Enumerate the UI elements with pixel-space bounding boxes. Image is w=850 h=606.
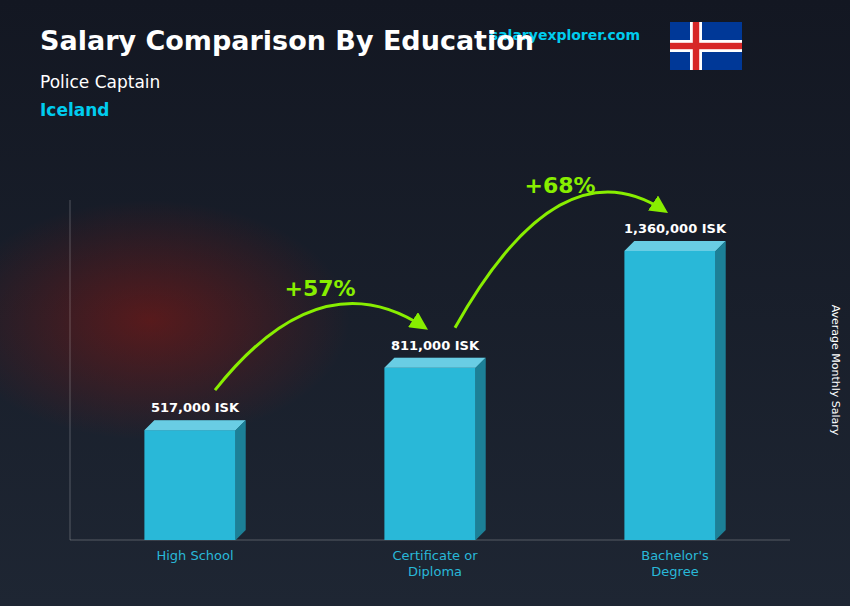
bar-side-shade (236, 420, 246, 540)
bar-side (236, 420, 246, 540)
bars (144, 241, 725, 540)
chart: 517,000 ISK 811,000 ISK 1,360,000 ISK High … (0, 0, 850, 606)
bar-top-shade (384, 358, 485, 368)
flag-cross (670, 40, 742, 52)
bar-top (144, 420, 245, 430)
subtitle: Police Captain (40, 72, 160, 92)
bar-side (716, 241, 726, 540)
change-label: +57% (284, 276, 355, 301)
category-label: Bachelor'sDegree (641, 548, 709, 579)
bar-top-shade (624, 241, 725, 251)
value-label: 517,000 ISK (151, 400, 240, 415)
value-label: 1,360,000 ISK (624, 221, 727, 236)
change-label: +68% (524, 173, 595, 198)
category-label: Certificate orDiploma (393, 548, 479, 579)
bar-side (476, 358, 486, 540)
flag-field (670, 22, 742, 70)
value-label: 811,000 ISK (391, 338, 480, 353)
flag-cross (670, 43, 742, 49)
category-label: High School (156, 548, 233, 563)
y-axis-label: Average Monthly Salary (829, 305, 842, 436)
flag (670, 22, 742, 70)
bar-side-shade (716, 241, 726, 540)
bar (624, 251, 715, 540)
category-label-line: Degree (651, 564, 698, 579)
change-arrow (455, 192, 665, 328)
bar-top-shade (144, 420, 245, 430)
category-label-line: High School (156, 548, 233, 563)
bar-top (384, 358, 485, 368)
change-arrow (215, 303, 425, 390)
value-axis-line (70, 200, 71, 540)
category-label-line: Diploma (408, 564, 462, 579)
bar (144, 430, 235, 540)
bar (384, 368, 475, 540)
flag-cross (693, 22, 699, 70)
background-glow (0, 200, 350, 440)
category-label-line: Certificate or (393, 548, 479, 563)
bar-top (624, 241, 725, 251)
subtitle: Iceland (40, 100, 110, 120)
category-label-line: Bachelor's (641, 548, 709, 563)
bar-side-shade (476, 358, 486, 540)
title: Salary Comparison By Education (40, 25, 534, 56)
